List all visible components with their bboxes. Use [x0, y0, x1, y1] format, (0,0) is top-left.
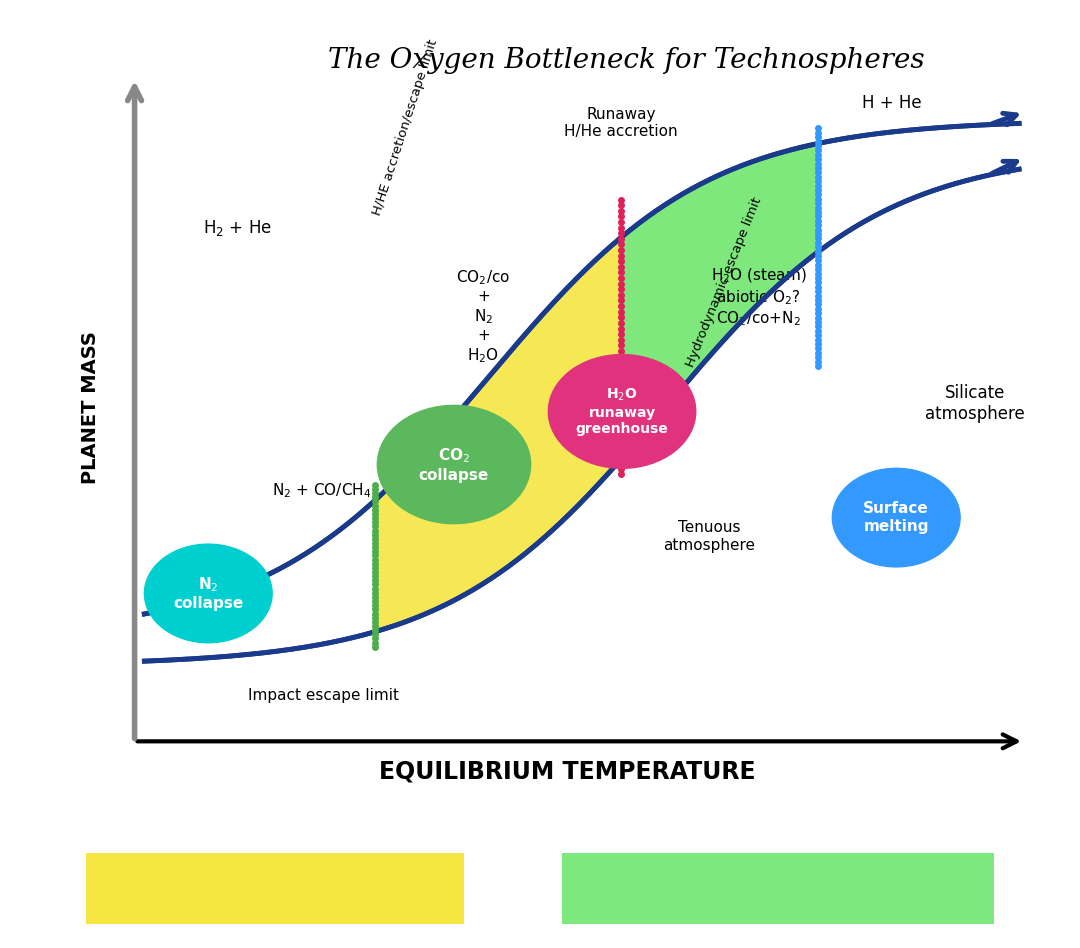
Text: Hydrodynamic escape limit: Hydrodynamic escape limit	[684, 195, 765, 369]
Text: N$_2$ + CO/CH$_4$: N$_2$ + CO/CH$_4$	[272, 481, 372, 500]
Text: H$_2$O (steam)
abiotic O$_2$?
CO$_2$/co+N$_2$: H$_2$O (steam) abiotic O$_2$? CO$_2$/co+…	[711, 267, 807, 328]
Text: Surface
melting: Surface melting	[863, 501, 929, 534]
Text: PLANET MASS: PLANET MASS	[81, 331, 99, 484]
Text: Runaway
H/He accretion: Runaway H/He accretion	[564, 107, 678, 139]
Polygon shape	[621, 143, 818, 459]
Text: Tenuous
atmosphere: Tenuous atmosphere	[663, 520, 756, 553]
Text: O$_2$ via photosynthesis: O$_2$ via photosynthesis	[227, 885, 426, 908]
Circle shape	[145, 544, 272, 643]
Text: Impact escape limit: Impact escape limit	[247, 687, 399, 702]
Text: Silicate
atmosphere: Silicate atmosphere	[924, 385, 1025, 423]
Text: N$_2$
collapse: N$_2$ collapse	[173, 575, 243, 611]
Polygon shape	[621, 143, 818, 459]
Text: CO$_2$/co
+
N$_2$
+
H$_2$O: CO$_2$/co + N$_2$ + H$_2$O	[457, 268, 511, 365]
Text: H$_2$O
runaway
greenhouse: H$_2$O runaway greenhouse	[576, 387, 669, 436]
Text: O$_2$ via abiotic process: O$_2$ via abiotic process	[685, 885, 882, 908]
Text: H/HE accretion/escape limit: H/HE accretion/escape limit	[370, 38, 440, 217]
Circle shape	[833, 468, 960, 567]
Text: EQUILIBRIUM TEMPERATURE: EQUILIBRIUM TEMPERATURE	[379, 759, 755, 783]
Circle shape	[549, 355, 696, 468]
Circle shape	[377, 406, 530, 523]
Text: CO$_2$
collapse: CO$_2$ collapse	[419, 447, 489, 483]
Text: H + He: H + He	[862, 94, 921, 112]
Text: H$_2$ + He: H$_2$ + He	[203, 218, 272, 238]
Text: The Oxygen Bottleneck for Technospheres: The Oxygen Bottleneck for Technospheres	[327, 47, 924, 74]
Polygon shape	[376, 143, 818, 631]
